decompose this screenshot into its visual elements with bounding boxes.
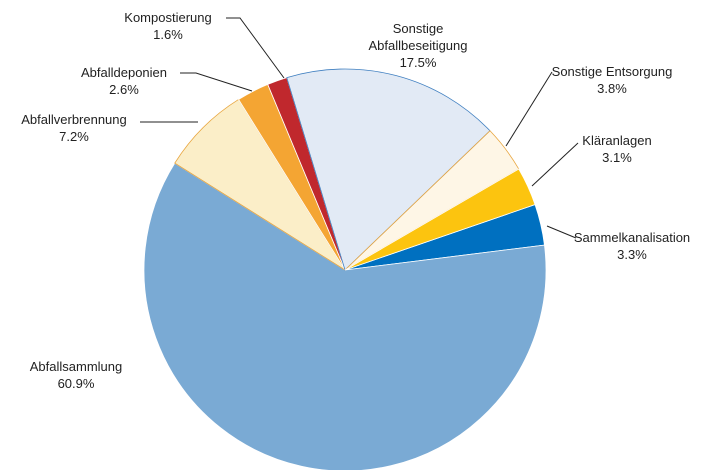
value-label: 1.6% — [153, 27, 183, 42]
value-label: 3.1% — [602, 150, 632, 165]
slice-label: Sonstige Abfallbeseitigung 17.5% — [353, 20, 483, 71]
slice-label: Sonstige Entsorgung 3.8% — [552, 63, 673, 97]
leader-line — [546, 225, 577, 239]
category-label: Sonstige Abfallbeseitigung — [368, 21, 468, 53]
leader-line — [531, 142, 579, 187]
slice-label: Abfallverbrennung 7.2% — [21, 111, 127, 145]
category-label: Abfallsammlung — [29, 359, 123, 374]
pie-slice — [286, 68, 491, 271]
category-label: Abfallverbrennung — [21, 112, 127, 127]
slice-label: Kompostierung 1.6% — [124, 9, 211, 43]
category-label: Kläranlagen — [582, 133, 652, 148]
category-label: Abfalldeponien — [80, 65, 168, 80]
slice-label: Abfallsammlung 60.9% — [30, 358, 123, 392]
value-label: 17.5% — [399, 55, 437, 70]
leader-line — [505, 71, 553, 147]
pie-slice — [143, 162, 547, 470]
leader-line — [180, 72, 253, 92]
value-label: 7.2% — [59, 129, 89, 144]
value-label: 3.3% — [617, 247, 647, 262]
category-label: Sammelkanalisation — [573, 230, 691, 245]
category-label: Kompostierung — [124, 10, 212, 25]
pie-slice — [344, 168, 536, 271]
value-label: 60.9% — [57, 376, 95, 391]
slice-label: Kläranlagen 3.1% — [582, 132, 651, 166]
leader-line — [226, 17, 285, 79]
slice-label: Abfalldeponien 2.6% — [81, 64, 167, 98]
value-label: 2.6% — [109, 82, 139, 97]
slice-label: Sammelkanalisation 3.3% — [574, 229, 690, 263]
category-label: Sonstige Entsorgung — [551, 64, 673, 79]
value-label: 3.8% — [597, 81, 627, 96]
